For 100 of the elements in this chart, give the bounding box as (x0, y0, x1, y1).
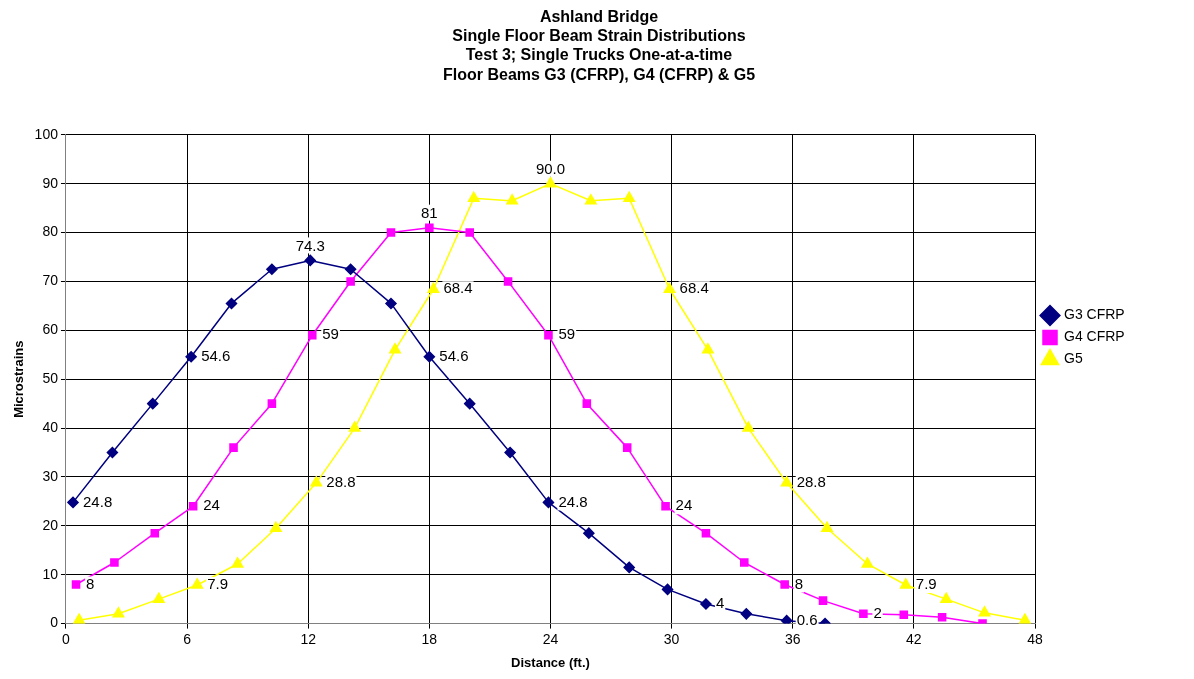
point (663, 282, 676, 294)
data-label: 24.8 (83, 492, 113, 510)
point (506, 194, 519, 205)
point (152, 592, 165, 603)
data-label: 24 (203, 496, 220, 514)
point (780, 580, 789, 589)
x-tick-label: 30 (663, 630, 680, 647)
point (899, 578, 912, 589)
data-label: 28.8 (796, 472, 826, 490)
point (859, 609, 868, 619)
point (740, 558, 749, 567)
y-tick-label: 70 (42, 272, 59, 289)
data-label: 68.4 (679, 279, 709, 297)
x-axis-title: Distance (ft.) (511, 654, 590, 670)
data-label: 8 (794, 574, 804, 592)
data-label: 2 (873, 603, 882, 621)
point (147, 397, 159, 410)
data-label: 54.6 (201, 346, 231, 364)
point (386, 228, 396, 237)
data-label: 81 (421, 204, 438, 222)
point (702, 343, 714, 354)
data-label: 24.8 (558, 492, 588, 510)
y-tick-label: 50 (42, 370, 59, 387)
y-tick-label: 30 (42, 467, 59, 484)
point (106, 446, 119, 459)
point (266, 263, 278, 275)
point (978, 606, 991, 617)
point (623, 191, 636, 203)
data-label: 59 (558, 325, 576, 343)
point (344, 263, 357, 275)
legend-label: G5 (1064, 350, 1083, 367)
point (623, 561, 635, 574)
point (582, 399, 592, 408)
point (112, 607, 125, 618)
point (544, 330, 553, 340)
point (307, 330, 317, 340)
x-tick-label: 24 (542, 630, 559, 647)
point (150, 528, 160, 538)
data-label: 24 (675, 496, 693, 514)
y-tick-label: 100 (34, 125, 59, 142)
y-tick-label: 60 (42, 321, 59, 338)
y-tick-label: 90 (42, 174, 59, 191)
y-tick-label: 0 (50, 614, 59, 631)
point (818, 596, 828, 605)
point (267, 399, 277, 408)
point (310, 476, 323, 487)
chart-title: Ashland Bridge Single Floor Beam Strain Distributions Test 3; Single Trucks One-at-a-time Floor Beams G3 (CFRP), G4 (CFRP) & G5 (442, 8, 756, 83)
point (503, 277, 513, 286)
point (73, 613, 86, 624)
data-label: 90.0 (535, 160, 566, 178)
data-label: 7.9 (207, 575, 229, 593)
point (700, 598, 712, 610)
point (584, 194, 597, 205)
point (110, 558, 119, 567)
point (940, 592, 953, 603)
point (191, 578, 204, 589)
x-tick-label: 12 (300, 630, 317, 647)
point (542, 496, 555, 509)
point (467, 191, 480, 203)
point (304, 254, 316, 267)
point (389, 343, 401, 354)
y-tick-label: 10 (42, 565, 59, 582)
point (385, 297, 397, 310)
point (71, 580, 81, 589)
point (780, 614, 793, 624)
y-tick-label: 80 (42, 223, 59, 240)
y-tick-label: 40 (42, 418, 59, 435)
point (423, 350, 436, 363)
data-label: 74.3 (295, 237, 325, 255)
point (583, 527, 595, 539)
x-tick-label: 42 (906, 630, 922, 647)
data-label: 4 (715, 594, 725, 612)
y-axis-title: Microstrains (11, 340, 27, 418)
data-label: 0.6 (796, 610, 818, 628)
data-label: 7.9 (915, 575, 937, 593)
point (67, 496, 79, 509)
point (229, 443, 238, 452)
point (622, 443, 632, 452)
point (780, 476, 793, 487)
data-label: 59 (322, 325, 339, 343)
point (937, 612, 947, 622)
point (269, 521, 282, 533)
legend-label: G3 CFRP (1064, 306, 1125, 323)
point (1018, 613, 1031, 624)
point (427, 282, 440, 294)
point (188, 502, 198, 511)
data-label: 8 (86, 574, 95, 592)
y-tick-label: 20 (42, 516, 59, 533)
x-tick-label: 48 (1027, 630, 1043, 647)
x-tick-label: 18 (421, 630, 438, 647)
point (346, 277, 355, 286)
point (661, 583, 674, 596)
data-label: 68.4 (443, 279, 473, 297)
point (701, 528, 711, 538)
point (425, 223, 434, 232)
data-label: 28.8 (326, 472, 356, 490)
point (504, 446, 516, 459)
point (465, 228, 475, 237)
data-label: 54.6 (439, 346, 469, 364)
point (661, 502, 670, 511)
